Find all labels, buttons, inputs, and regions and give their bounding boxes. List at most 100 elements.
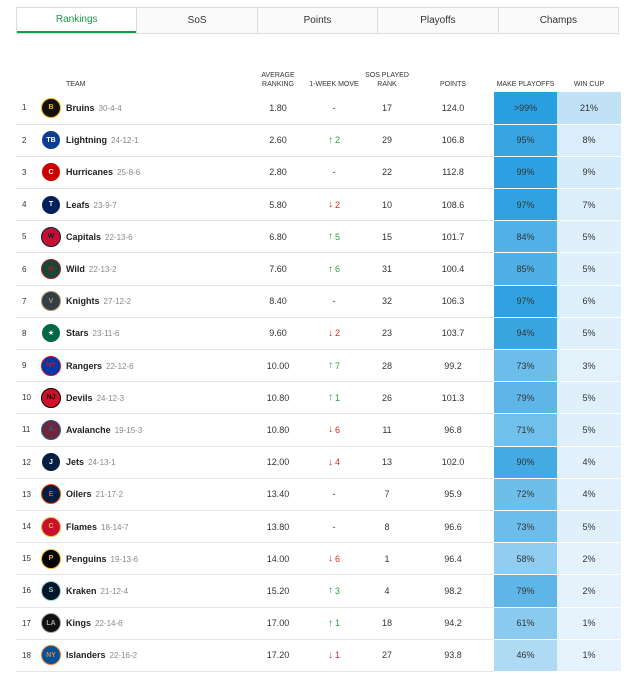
team-logo-glyph: LA [46,619,56,627]
team-logo-icon: TB [41,130,61,151]
move-value: 7 [334,360,340,371]
average-ranking: 15.20 [250,574,306,608]
team-cell[interactable]: Knights 27-12-2 [64,285,250,318]
team-name[interactable]: Devils [66,392,93,403]
team-rank: 12 [16,446,38,479]
tab-champs[interactable]: Champs [497,8,619,33]
make-playoffs: 71% [494,413,557,447]
table-row[interactable]: 13 E Oilers 21-17-2 13.40-7 95.9 72% 4% [16,478,621,511]
team-name[interactable]: Penguins [66,553,107,564]
team-cell[interactable]: Kraken 21-12-4 [64,574,250,608]
table-row[interactable]: 2 TB Lightning 24-12-1 2.60 ↑ 2 29 106.8 95% 8% [16,124,621,157]
team-name[interactable]: Leafs [66,199,90,210]
team-name[interactable]: Capitals [66,231,102,242]
table-row[interactable]: 7 V Knights 27-12-2 8.40-32 106.3 97% 6% [16,285,621,318]
table-row[interactable]: 6 M Wild 22-13-2 7.60 ↑ 6 31 100.4 85% 5% [16,252,621,286]
team-record: 21-17-2 [95,490,124,500]
team-cell[interactable]: Rangers 22-12-6 [64,349,250,383]
team-cell[interactable]: Bruins 30-4-4 [64,92,250,125]
table-row[interactable]: 18 NY Islanders 22-16-2 17.20 ↓ 1 27 93.8 46% 1% [16,639,621,672]
team-record: 23-9-7 [93,200,117,210]
team-logo-glyph: E [48,490,54,498]
win-cup: 2% [557,542,621,576]
team-cell[interactable]: Devils 24-12-3 [64,381,250,415]
team-logo-icon: W [41,226,61,247]
one-week-move: ↑ 1 [306,607,362,640]
points: 94.2 [412,607,494,640]
team-cell[interactable]: Penguins 19-13-6 [64,542,250,576]
sos-played-rank: 8 [362,510,412,544]
team-cell[interactable]: Wild 22-13-2 [64,252,250,286]
average-ranking: 7.60 [250,252,306,286]
one-week-move: ↑ 1 [306,381,362,415]
table-row[interactable]: 16 S Kraken 21-12-4 15.20 ↑ 3 4 98.2 79% 2% [16,574,621,608]
one-week-move: ↓ 2 [306,188,362,222]
tab-sos[interactable]: SoS [136,8,257,33]
sos-played-rank: 26 [362,381,412,415]
team-name[interactable]: Flames [66,521,98,532]
table-row[interactable]: 8 ★ Stars 23-11-6 9.60 ↓ 2 23 103.7 94% 5% [16,317,621,351]
team-name[interactable]: Wild [66,264,85,275]
team-name[interactable]: Oilers [66,489,92,500]
team-name[interactable]: Islanders [66,650,106,661]
table-row[interactable]: 17 LA Kings 22-14-6 17.00 ↑ 1 18 94.2 61% 1% [16,607,621,640]
team-name[interactable]: Jets [66,457,85,468]
team-logo-glyph: TB [46,136,56,144]
team-name[interactable]: Hurricanes [66,167,114,178]
team-record: 22-12-6 [106,361,134,371]
team-name[interactable]: Bruins [66,102,95,113]
team-name[interactable]: Lightning [66,135,107,146]
move-value: 1 [334,392,340,403]
team-rank: 10 [16,381,38,415]
one-week-move: ↓ 1 [306,639,362,672]
sos-played-rank: 29 [362,124,412,157]
table-row[interactable]: 14 C Flames 18-14-7 13.80-8 96.6 73% 5% [16,510,621,544]
move-value: - [332,521,336,532]
team-name[interactable]: Knights [66,296,100,307]
col-win-cup: WIN CUP [573,81,605,88]
average-ranking: 17.20 [250,639,306,672]
team-name[interactable]: Stars [66,328,89,339]
team-cell[interactable]: Capitals 22-13-6 [64,220,250,254]
table-row[interactable]: 12 J Jets 24-13-1 12.00 ↓ 4 13 102.0 90% 4% [16,446,621,479]
team-cell[interactable]: Flames 18-14-7 [64,510,250,544]
table-row[interactable]: 9 NY Rangers 22-12-6 10.00 ↑ 7 28 99.2 73% 3% [16,349,621,383]
table-row[interactable]: 1 B Bruins 30-4-4 1.80-17 124.0 >99% 21% [16,92,621,125]
team-cell[interactable]: Stars 23-11-6 [64,317,250,351]
win-cup: 5% [557,510,621,544]
one-week-move: ↓ 6 [306,542,362,576]
table-row[interactable]: 11 A Avalanche 19-15-3 10.80 ↓ 6 11 96.8 71% 5% [16,413,621,447]
team-cell[interactable]: Avalanche 19-15-3 [64,413,250,447]
team-name[interactable]: Kraken [66,585,97,596]
team-cell[interactable]: Jets 24-13-1 [64,446,250,479]
points: 96.6 [412,510,494,544]
team-cell[interactable]: Lightning 24-12-1 [64,124,250,157]
arrow-down-icon: ↓ [327,649,333,661]
team-rank: 11 [16,413,38,447]
table-row[interactable]: 10 NJ Devils 24-12-3 10.80 ↑ 1 26 101.3 79% 5% [16,381,621,415]
arrow-up-icon: ↑ [327,585,333,597]
team-cell[interactable]: Hurricanes 25-8-6 [64,156,250,190]
team-cell[interactable]: Islanders 22-16-2 [64,639,250,672]
tab-rankings[interactable]: Rankings [17,8,137,33]
tab-playoffs[interactable]: Playoffs [377,8,498,33]
win-cup: 6% [557,285,621,318]
team-cell[interactable]: Leafs 23-9-7 [64,188,250,222]
table-row[interactable]: 5 W Capitals 22-13-6 6.80 ↑ 5 15 101.7 84% 5% [16,220,621,254]
make-playoffs: 72% [494,478,557,511]
team-cell[interactable]: Kings 22-14-6 [64,607,250,640]
make-playoffs: 99% [494,156,557,190]
team-logo-icon: C [41,162,61,183]
tab-points[interactable]: Points [256,8,378,33]
table-row[interactable]: 4 T Leafs 23-9-7 5.80 ↓ 2 10 108.6 97% 7% [16,188,621,222]
win-cup: 5% [557,381,621,415]
one-week-move: - [306,478,362,511]
table-row[interactable]: 3 C Hurricanes 25-8-6 2.80-22 112.8 99% 9% [16,156,621,190]
one-week-move: ↑ 7 [306,349,362,383]
team-name[interactable]: Avalanche [66,424,111,435]
win-cup: 5% [557,317,621,351]
table-row[interactable]: 15 P Penguins 19-13-6 14.00 ↓ 6 1 96.4 58% 2% [16,542,621,576]
team-name[interactable]: Kings [66,618,92,629]
team-cell[interactable]: Oilers 21-17-2 [64,478,250,511]
team-name[interactable]: Rangers [66,360,103,371]
